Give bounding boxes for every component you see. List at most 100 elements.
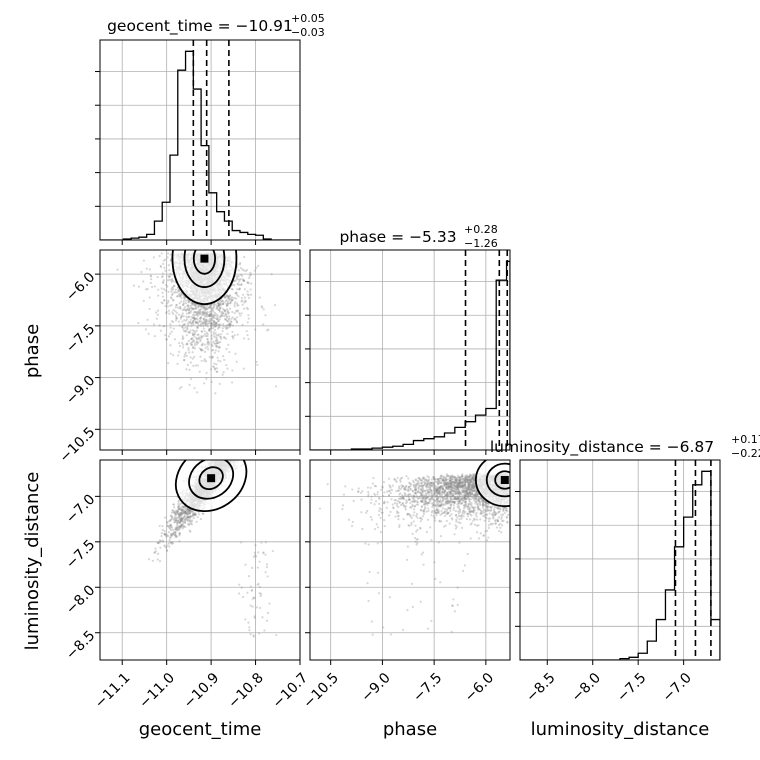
scatter-point [178,341,181,345]
scatter-point [180,517,183,521]
scatter-point [188,509,191,513]
scatter-point [205,371,208,375]
scatter-point [217,453,219,455]
scatter-point [220,312,223,315]
scatter-point [169,518,172,521]
scatter-point [215,333,218,337]
scatter-point [245,445,247,447]
scatter-point [206,345,209,348]
scatter-point [186,508,189,511]
scatter-point [157,288,160,291]
scatter-point [168,520,171,523]
scatter-point [230,297,233,300]
scatter-point [210,324,213,327]
scatter-point [149,281,152,284]
scatter-point [184,351,187,354]
scatter-point [229,457,231,459]
scatter-point [243,435,245,437]
scatter-point [239,314,242,317]
scatter-point [213,311,217,315]
scatter-point [188,509,191,512]
scatter-point [228,452,230,454]
scatter-point [165,549,169,552]
scatter-point [229,300,233,303]
scatter-point [246,591,249,594]
scatter-point [199,311,202,314]
scatter-point [207,306,211,310]
scatter-point [171,292,174,296]
scatter-point [253,615,256,618]
scatter-point [182,511,185,514]
scatter-point [234,301,237,304]
scatter-point [226,455,228,457]
scatter-point [156,541,160,545]
scatter-point [224,453,226,455]
scatter-point [239,441,241,443]
scatter-point [237,454,239,456]
scatter-point [208,314,212,318]
scatter-point [237,432,239,434]
scatter-point [181,512,184,515]
scatter-point [225,298,228,302]
scatter-point [182,343,185,346]
scatter-point [249,585,253,588]
scatter-point [165,283,168,287]
scatter-point [255,606,259,609]
scatter-point [231,454,233,456]
scatter-point [199,316,203,320]
scatter-point [231,316,234,319]
scatter-point [193,307,196,310]
scatter-point [221,373,224,376]
scatter-point [201,310,204,314]
scatter-point [232,445,234,447]
scatter-point [232,337,235,340]
scatter-point [175,521,178,525]
scatter-point [182,300,185,303]
scatter-point [219,444,221,446]
scatter-point [218,345,221,348]
scatter-point [232,441,234,443]
scatter-point [266,575,269,578]
scatter-point [196,326,199,330]
scatter-point [242,279,246,282]
scatter-point [233,444,235,446]
scatter-point [205,312,208,316]
scatter-point [233,284,236,287]
scatter-point [262,394,264,396]
scatter-point [173,533,176,536]
scatter-point [223,358,226,361]
scatter-point [181,505,184,509]
scatter-point [274,385,278,388]
scatter-point [206,338,209,341]
scatter-point [232,447,234,449]
scatter-point [222,455,224,457]
scatter-point [166,285,169,288]
scatter-point [258,592,261,595]
scatter-point [220,455,222,457]
scatter-point [236,441,238,443]
scatter-point [189,318,192,321]
scatter-point [212,310,215,313]
scatter-point [172,518,175,521]
scatter-point [194,342,197,345]
scatter-point [208,306,211,309]
scatter-point [198,305,201,308]
scatter-point [196,312,199,315]
scatter-point [195,329,198,332]
scatter-point [242,434,244,436]
scatter-point [228,455,230,457]
scatter-point [183,520,186,524]
scatter-point [200,336,203,339]
scatter-point [227,320,230,323]
scatter-point [217,303,220,306]
scatter-point [230,299,233,302]
scatter-point [242,367,245,370]
scatter-point [196,321,199,324]
scatter-point [219,360,222,363]
scatter-point [217,455,219,457]
scatter-point [177,512,181,515]
scatter-point [201,307,205,310]
scatter-point [182,521,185,524]
scatter-point [253,435,255,437]
scatter-point [215,336,218,339]
